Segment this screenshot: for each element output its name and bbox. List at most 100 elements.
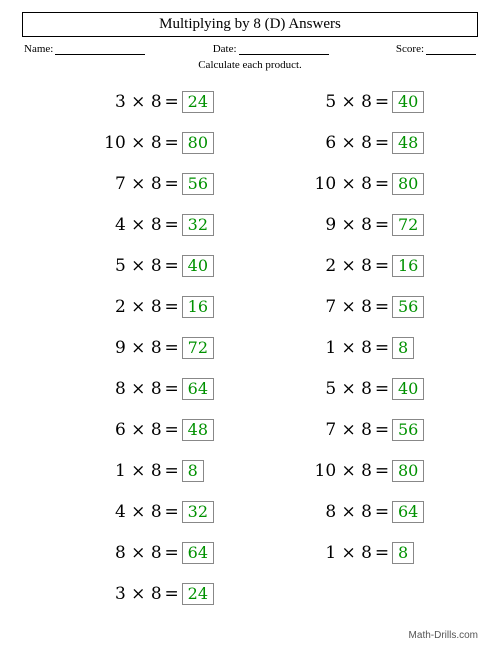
answer-box[interactable]: 24 — [182, 91, 214, 113]
answer-box[interactable]: 64 — [392, 501, 424, 523]
answer-box[interactable]: 64 — [182, 542, 214, 564]
problem-row: 9 × 8=72 — [76, 327, 214, 368]
name-label: Name: — [24, 43, 53, 55]
problem-row: 4 × 8=32 — [76, 491, 214, 532]
problem-row: 8 × 8=64 — [76, 532, 214, 573]
equals-sign: = — [162, 174, 182, 194]
equals-sign: = — [372, 420, 392, 440]
problem-row: 5 × 8=40 — [286, 81, 424, 122]
problem-expression: 1 × 8 — [286, 543, 372, 563]
equals-sign: = — [162, 133, 182, 153]
problem-expression: 6 × 8 — [76, 420, 162, 440]
problem-row: 7 × 8=56 — [76, 163, 214, 204]
problem-expression: 5 × 8 — [76, 256, 162, 276]
problem-row: 10 × 8=80 — [286, 450, 424, 491]
equals-sign: = — [162, 584, 182, 604]
answer-box[interactable]: 56 — [392, 419, 424, 441]
answer-box[interactable]: 48 — [182, 419, 214, 441]
problem-expression: 7 × 8 — [76, 174, 162, 194]
problem-row: 2 × 8=16 — [286, 245, 424, 286]
problem-row: 4 × 8=32 — [76, 204, 214, 245]
problem-row: 3 × 8=24 — [76, 573, 214, 614]
problem-row: 5 × 8=40 — [286, 368, 424, 409]
answer-box[interactable]: 16 — [182, 296, 214, 318]
answer-box[interactable]: 56 — [182, 173, 214, 195]
equals-sign: = — [162, 461, 182, 481]
answer-box[interactable]: 64 — [182, 378, 214, 400]
answer-box[interactable]: 8 — [392, 542, 414, 564]
equals-sign: = — [372, 174, 392, 194]
equals-sign: = — [372, 297, 392, 317]
problem-row: 8 × 8=64 — [76, 368, 214, 409]
equals-sign: = — [372, 379, 392, 399]
instruction-text: Calculate each product. — [22, 59, 478, 71]
equals-sign: = — [372, 461, 392, 481]
equals-sign: = — [372, 133, 392, 153]
problem-expression: 9 × 8 — [76, 338, 162, 358]
equals-sign: = — [372, 543, 392, 563]
answer-box[interactable]: 24 — [182, 583, 214, 605]
date-field: Date: — [213, 43, 329, 55]
equals-sign: = — [372, 215, 392, 235]
equals-sign: = — [162, 338, 182, 358]
problem-expression: 2 × 8 — [76, 297, 162, 317]
answer-box[interactable]: 8 — [182, 460, 204, 482]
equals-sign: = — [162, 502, 182, 522]
score-line[interactable] — [426, 43, 476, 55]
answer-box[interactable]: 40 — [392, 91, 424, 113]
equals-sign: = — [162, 215, 182, 235]
equals-sign: = — [372, 502, 392, 522]
footer-text: Math-Drills.com — [409, 630, 478, 641]
equals-sign: = — [372, 256, 392, 276]
answer-box[interactable]: 80 — [182, 132, 214, 154]
answer-box[interactable]: 32 — [182, 501, 214, 523]
answer-box[interactable]: 72 — [182, 337, 214, 359]
answer-box[interactable]: 80 — [392, 460, 424, 482]
problem-column: 3 × 8=2410 × 8=807 × 8=564 × 8=325 × 8=4… — [76, 81, 214, 614]
problem-expression: 8 × 8 — [76, 379, 162, 399]
equals-sign: = — [162, 92, 182, 112]
problem-expression: 3 × 8 — [76, 92, 162, 112]
problem-expression: 5 × 8 — [286, 92, 372, 112]
date-line[interactable] — [239, 43, 329, 55]
answer-box[interactable]: 48 — [392, 132, 424, 154]
equals-sign: = — [162, 543, 182, 563]
problem-expression: 4 × 8 — [76, 502, 162, 522]
answer-box[interactable]: 16 — [392, 255, 424, 277]
score-field: Score: — [396, 43, 476, 55]
equals-sign: = — [372, 92, 392, 112]
problem-expression: 2 × 8 — [286, 256, 372, 276]
problem-expression: 1 × 8 — [76, 461, 162, 481]
problem-expression: 5 × 8 — [286, 379, 372, 399]
answer-box[interactable]: 56 — [392, 296, 424, 318]
problem-expression: 7 × 8 — [286, 420, 372, 440]
answer-box[interactable]: 40 — [182, 255, 214, 277]
name-line[interactable] — [55, 43, 145, 55]
problem-row: 10 × 8=80 — [76, 122, 214, 163]
meta-row: Name: Date: Score: — [22, 43, 478, 55]
problem-row: 8 × 8=64 — [286, 491, 424, 532]
problem-expression: 8 × 8 — [76, 543, 162, 563]
problem-expression: 6 × 8 — [286, 133, 372, 153]
problem-row: 7 × 8=56 — [286, 409, 424, 450]
problem-expression: 4 × 8 — [76, 215, 162, 235]
problem-row: 1 × 8=8 — [286, 327, 424, 368]
answer-box[interactable]: 72 — [392, 214, 424, 236]
equals-sign: = — [162, 297, 182, 317]
answer-box[interactable]: 32 — [182, 214, 214, 236]
problem-row: 7 × 8=56 — [286, 286, 424, 327]
problem-expression: 1 × 8 — [286, 338, 372, 358]
problem-row: 1 × 8=8 — [286, 532, 424, 573]
answer-box[interactable]: 80 — [392, 173, 424, 195]
equals-sign: = — [162, 256, 182, 276]
problem-expression: 9 × 8 — [286, 215, 372, 235]
name-field: Name: — [24, 43, 145, 55]
equals-sign: = — [372, 338, 392, 358]
answer-box[interactable]: 40 — [392, 378, 424, 400]
worksheet-page: Multiplying by 8 (D) Answers Name: Date:… — [0, 0, 500, 647]
date-label: Date: — [213, 43, 237, 55]
problem-row: 10 × 8=80 — [286, 163, 424, 204]
answer-box[interactable]: 8 — [392, 337, 414, 359]
problem-expression: 10 × 8 — [76, 133, 162, 153]
page-title: Multiplying by 8 (D) Answers — [22, 12, 478, 37]
